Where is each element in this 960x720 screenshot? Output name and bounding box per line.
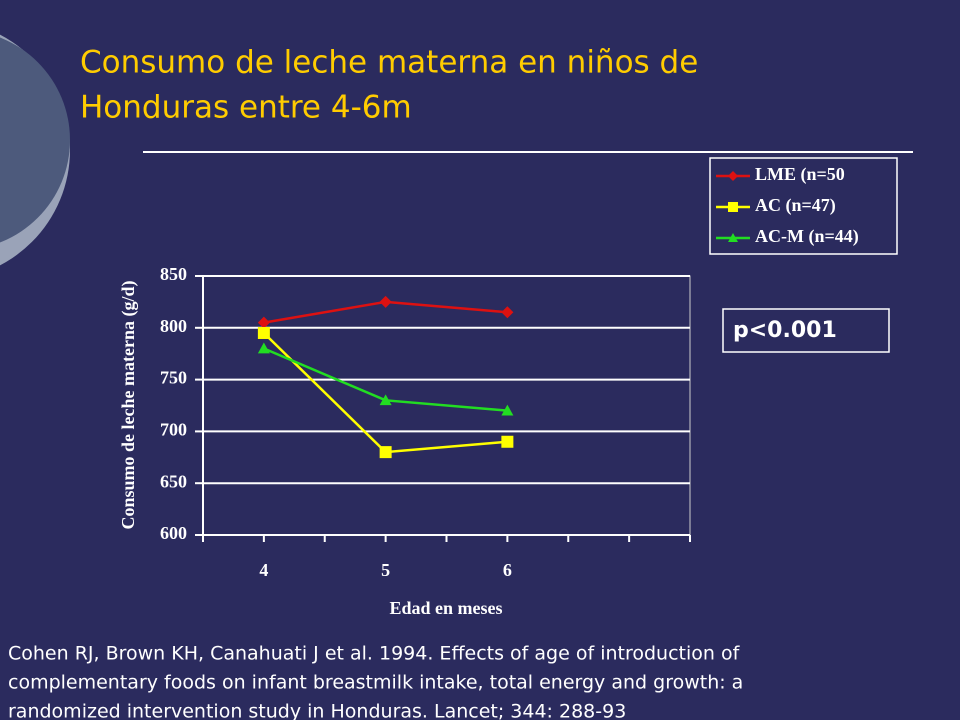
marker [257,316,270,329]
marker [379,295,392,308]
legend-label: AC (n=47) [755,195,836,216]
decor-circle [0,37,70,243]
y-tick-label: 650 [160,471,187,491]
y-tick-label: 700 [160,420,187,440]
annotation-box [722,308,890,353]
citation: randomized intervention study in Hondura… [8,701,626,720]
legend-label: AC-M (n=44) [755,226,859,247]
x-axis-label: Edad en meses [389,598,502,618]
marker [501,435,514,448]
marker [379,394,392,406]
y-tick-label: 850 [160,264,187,284]
legend-label: LME (n=50 [755,164,845,185]
marker [501,404,514,416]
series-line [263,332,508,454]
y-tick-label: 800 [160,316,187,336]
marker [728,202,738,212]
x-tick-label: 4 [259,560,268,580]
marker [379,446,392,459]
x-tick-label: 5 [381,560,390,580]
marker [501,306,514,319]
slide-title: Consumo de leche materna en niños de [80,45,698,81]
marker [728,233,738,242]
citation: complementary foods on infant breastmilk… [8,672,743,694]
citation: Cohen RJ, Brown KH, Canahuati J et al. 1… [8,643,741,665]
x-tick-label: 6 [503,560,512,580]
y-tick-label: 600 [160,523,187,543]
marker [257,342,270,354]
marker [728,171,738,181]
slide-title: Honduras entre 4-6m [80,90,412,126]
marker [257,326,270,339]
y-tick-label: 750 [160,368,187,388]
y-axis-label: Consumo de leche materna (g/d) [118,281,139,530]
annotation: p<0.001 [733,318,837,343]
